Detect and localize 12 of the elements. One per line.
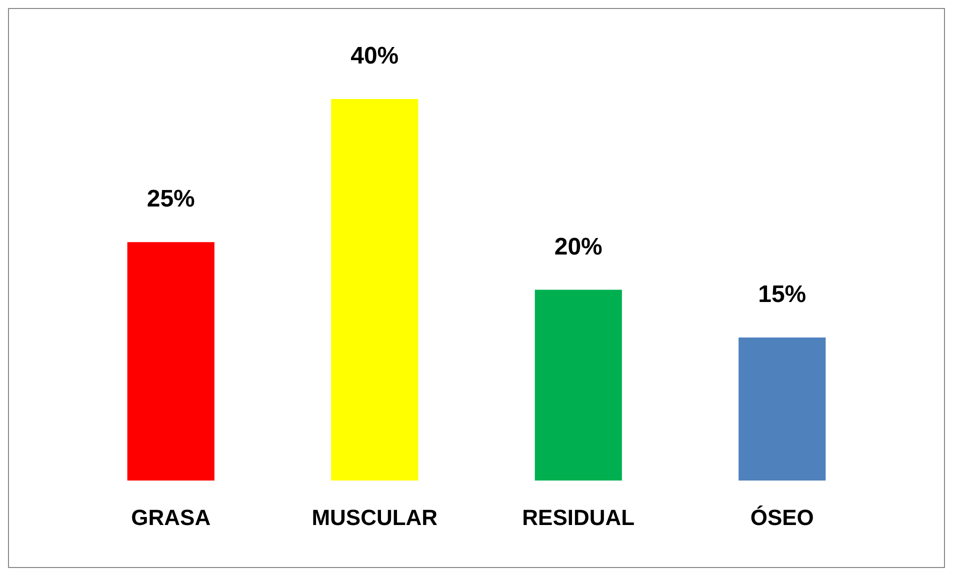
bar — [738, 338, 826, 481]
data-label: 40% — [350, 42, 399, 70]
bar — [127, 242, 214, 481]
x-tick-label: RESIDUAL — [522, 504, 635, 530]
data-label: 25% — [146, 186, 195, 213]
data-label: 15% — [758, 281, 806, 308]
bar — [534, 290, 622, 481]
data-label: 20% — [554, 233, 602, 260]
x-tick-label: GRASA — [131, 504, 211, 530]
x-tick-label: MUSCULAR — [312, 504, 438, 530]
bar — [331, 99, 418, 481]
x-tick-label: ÓSEO — [750, 504, 814, 530]
